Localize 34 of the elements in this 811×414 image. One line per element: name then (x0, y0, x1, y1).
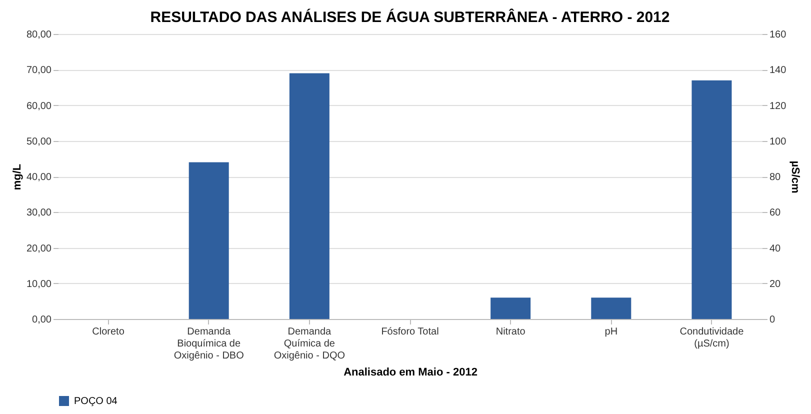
x-tick-label: Demanda Química de Oxigênio - DQO (274, 326, 346, 362)
y-tick-label: 80,00 (26, 30, 52, 40)
y2-tick-label: 80 (770, 172, 782, 183)
bar (591, 298, 632, 319)
y2-tick-label: 0 (770, 314, 776, 326)
x-tick-label: Cloreto (92, 326, 125, 338)
y-tick-label: 20,00 (26, 243, 52, 254)
y2-axis-title: µS/cm (789, 160, 802, 194)
x-tick-label: Fósforo Total (381, 326, 439, 338)
y2-tick-label: 100 (770, 136, 787, 148)
y-tick-label: 40,00 (26, 172, 52, 183)
x-tick-label: pH (604, 326, 618, 338)
y-tick-label: 70,00 (26, 65, 52, 76)
legend-label: POÇO 04 (74, 396, 118, 407)
y-axis-title: mg/L (11, 164, 24, 190)
bar (188, 162, 229, 319)
y2-tick-label: 120 (770, 100, 787, 112)
y2-tick-label: 20 (770, 278, 782, 290)
chart-title: RESULTADO DAS ANÁLISES DE ÁGUA SUBTERRÂNEA - ATERRO - 2012 (150, 8, 670, 26)
y2-tick-label: 160 (770, 30, 787, 40)
y-tick-label: 10,00 (26, 278, 52, 290)
x-axis-title: Analisado em Maio - 2012 (344, 366, 478, 378)
x-tick-label: Condutividade (µS/cm) (680, 326, 744, 350)
x-tick-label: Demanda Bioquímica de Oxigênio - DBO (174, 326, 244, 362)
y-tick-label: 0,00 (32, 314, 52, 326)
bar (490, 298, 531, 319)
y-tick-label: 50,00 (26, 136, 52, 148)
bar (289, 73, 330, 319)
y2-tick-label: 140 (770, 65, 787, 76)
x-tick-label: Nitrato (496, 326, 526, 338)
y2-tick-label: 40 (770, 243, 782, 254)
y-tick-label: 30,00 (26, 208, 52, 219)
y-tick-label: 60,00 (26, 100, 52, 112)
y2-tick-label: 60 (770, 208, 782, 219)
